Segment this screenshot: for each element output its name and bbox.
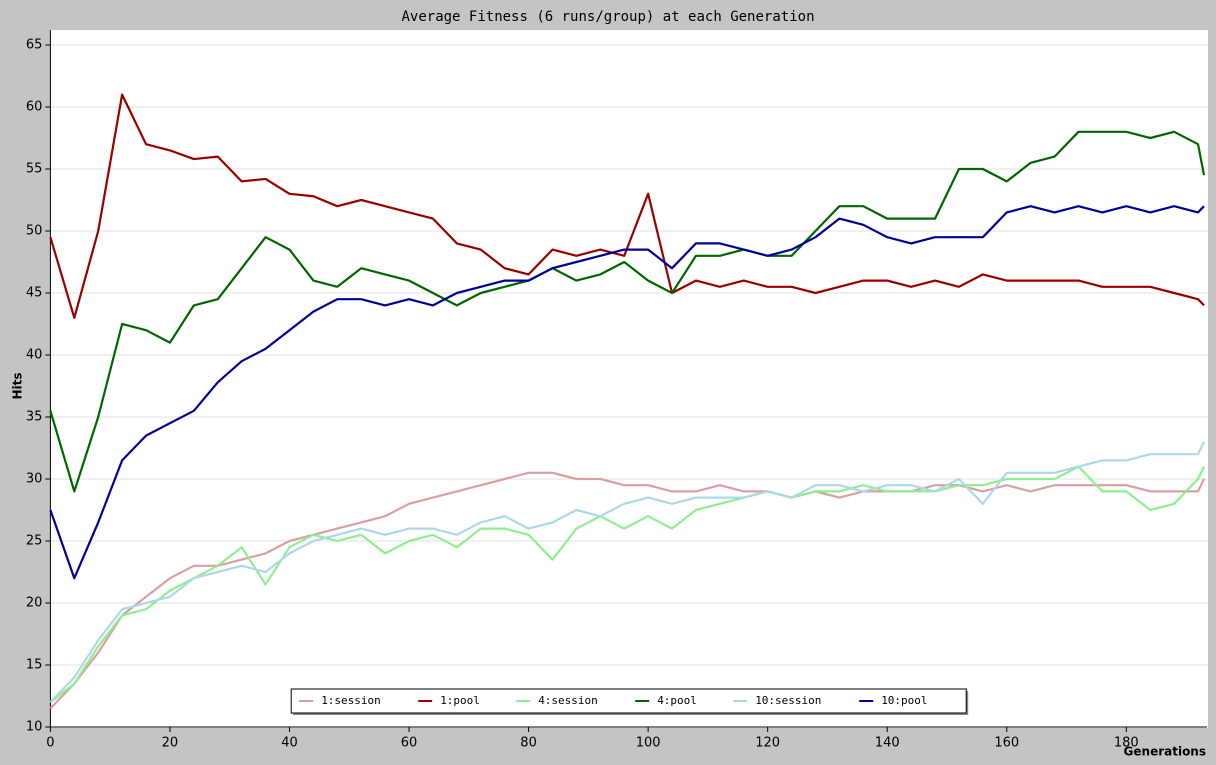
y-tick-label: 10 [26, 720, 43, 735]
x-tick-label: 80 [520, 736, 537, 751]
legend-label: 10:session [755, 694, 821, 707]
y-tick-label: 35 [26, 410, 43, 425]
x-tick-label: 160 [994, 736, 1019, 751]
y-tick-label: 25 [26, 534, 43, 549]
x-tick-label: 0 [46, 736, 54, 751]
plot-area [50, 30, 1208, 728]
x-tick-label: 100 [636, 736, 661, 751]
x-tick-label: 120 [755, 736, 780, 751]
y-tick-label: 30 [26, 472, 43, 487]
x-tick-label: 40 [281, 736, 298, 751]
x-tick-label: 140 [875, 736, 900, 751]
legend-label: 1:session [321, 694, 381, 707]
x-tick-label: 180 [1114, 736, 1139, 751]
series-line [49, 130, 1206, 493]
series-line [49, 205, 1205, 580]
y-tick-label: 60 [26, 100, 43, 115]
series-line [49, 93, 1205, 319]
x-tick-label: 60 [401, 736, 418, 751]
y-tick-label: 65 [26, 38, 43, 53]
series-line [49, 465, 1206, 704]
legend-label: 1:pool [440, 694, 480, 707]
y-axis-label: Hits [11, 372, 25, 399]
y-tick-label: 40 [26, 348, 43, 363]
y-tick-label: 55 [26, 162, 43, 177]
x-tick-label: 20 [162, 736, 179, 751]
legend-label: 4:session [538, 694, 598, 707]
y-tick-label: 50 [26, 224, 43, 239]
y-tick-label: 15 [26, 658, 43, 673]
legend-label: 10:pool [881, 694, 927, 707]
y-tick-label: 45 [26, 286, 43, 301]
legend-label: 4:pool [657, 694, 697, 707]
chart-title: Average Fitness (6 runs/group) at each G… [401, 9, 814, 25]
series-line [49, 441, 1206, 703]
x-axis-label: Generations [1124, 745, 1206, 759]
series-line [49, 471, 1206, 710]
y-tick-label: 20 [26, 596, 43, 611]
legend-box [290, 688, 967, 714]
